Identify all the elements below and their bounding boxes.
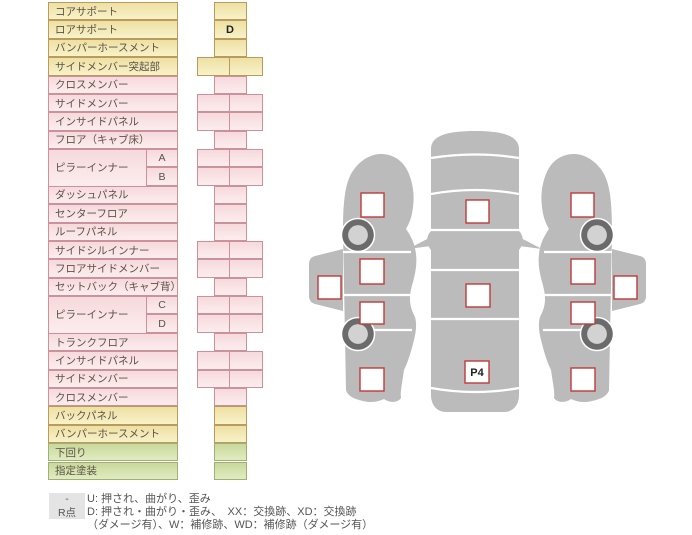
- svg-text:P4: P4: [470, 367, 484, 379]
